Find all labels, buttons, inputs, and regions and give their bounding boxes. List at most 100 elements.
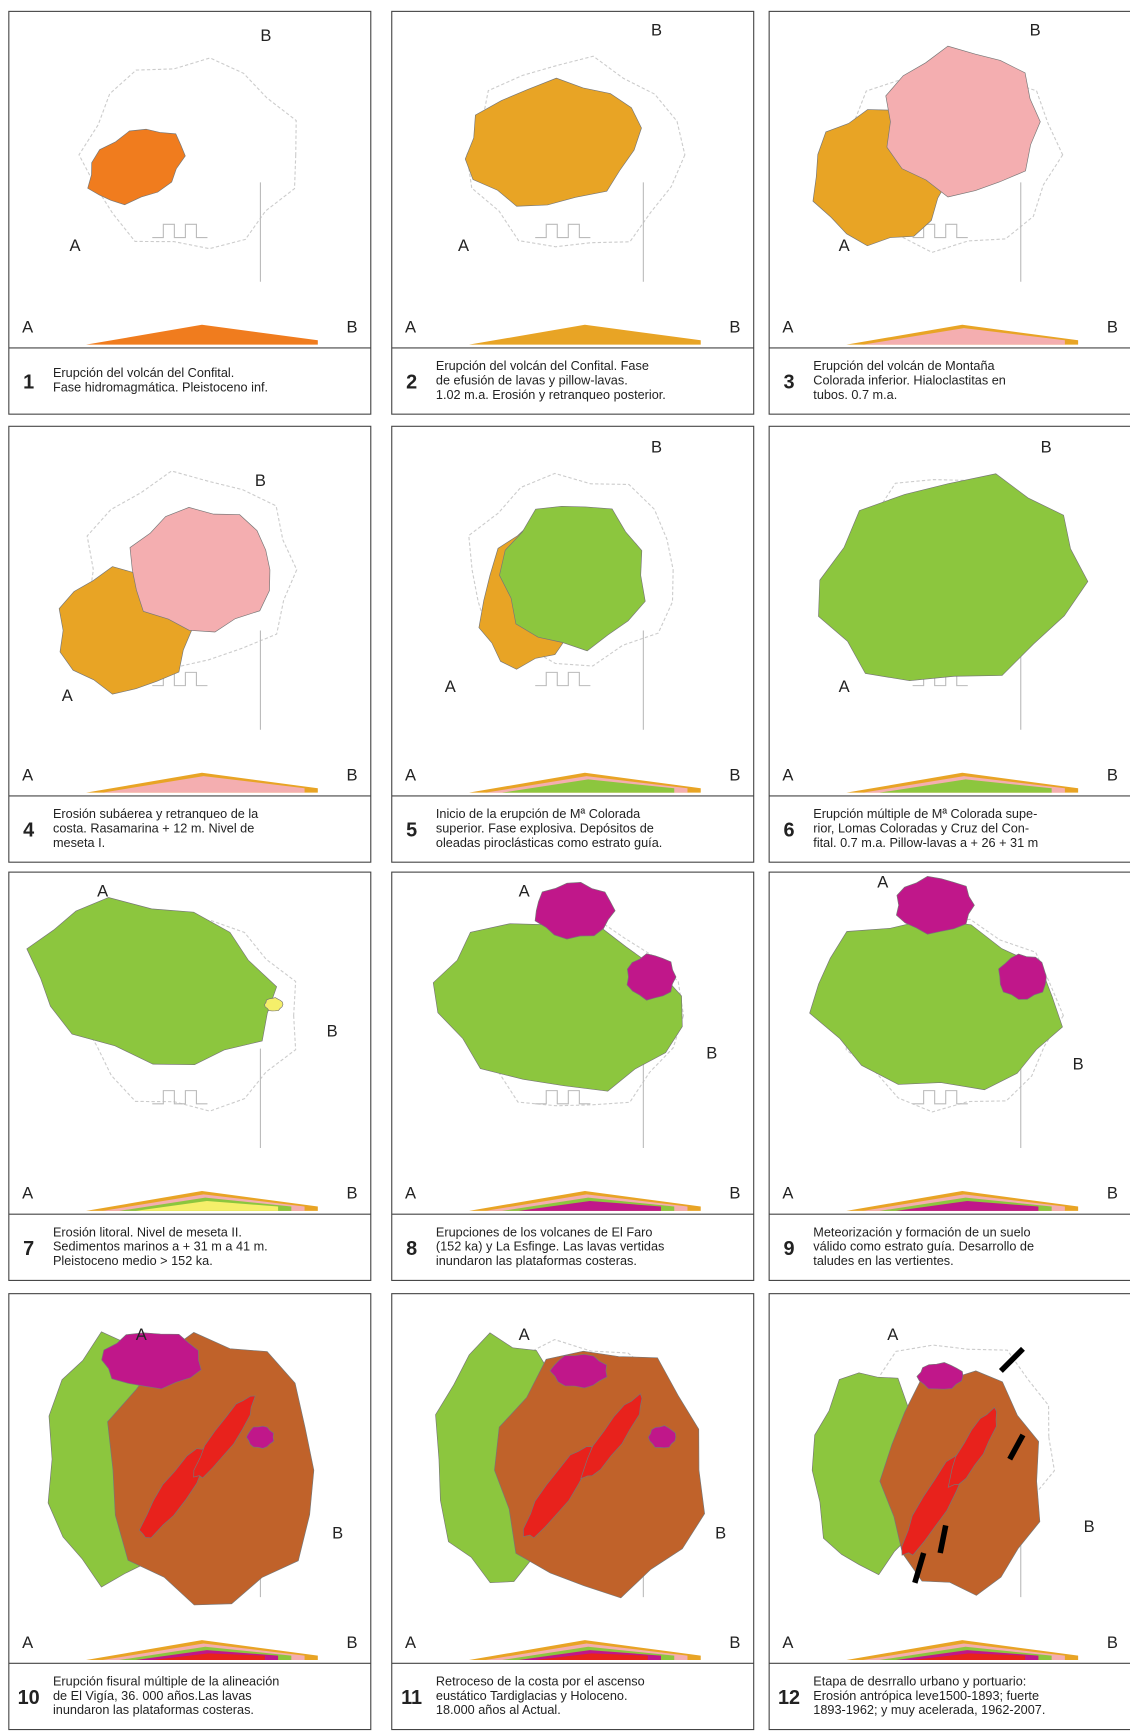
section-label-b: B xyxy=(1107,1184,1118,1203)
caption-line: Erosión antrópica leve1500-1893; fuerte xyxy=(813,1689,1039,1703)
caption-line: Erupción fisural múltiple de la alineaci… xyxy=(53,1674,279,1688)
map-label-a: A xyxy=(839,677,850,696)
map-label-a: A xyxy=(70,236,81,255)
caption-line: eustático Tardiglacias y Holoceno. xyxy=(436,1689,628,1703)
map-label-a: A xyxy=(839,236,850,255)
caption-line: Erupciones de los volcanes de El Faro xyxy=(436,1225,653,1239)
caption-line: Erosión subáerea y retranqueo de la xyxy=(53,807,259,821)
caption-line: 18.000 años al Actual. xyxy=(436,1703,561,1717)
section-label-b: B xyxy=(729,765,740,784)
section-label-a: A xyxy=(782,317,793,336)
map-label-a: A xyxy=(97,881,108,900)
section-label-a: A xyxy=(405,317,416,336)
caption-line: Inicio de la erupción de Mª Colorada xyxy=(436,807,641,821)
panel-number: 1 xyxy=(23,372,34,394)
caption-line: meseta I. xyxy=(53,836,105,850)
caption-line: 1.02 m.a. Erosión y retranqueo posterior… xyxy=(436,388,666,402)
panel-frame xyxy=(392,11,754,414)
panel-number: 6 xyxy=(783,820,794,842)
panel-number: 10 xyxy=(18,1687,40,1709)
caption-line: costa. Rasamarina + 12 m. Nivel de xyxy=(53,821,254,835)
section-label-b: B xyxy=(347,765,358,784)
panel-number: 7 xyxy=(23,1238,34,1260)
map-label-a: A xyxy=(877,873,888,892)
caption-line: Pleistoceno medio > 152 ka. xyxy=(53,1254,213,1268)
caption-line: (152 ka) y La Esfinge. Las lavas vertida… xyxy=(436,1240,665,1254)
panel-number: 3 xyxy=(783,372,794,394)
caption-line: inundaron las plataformas costeras. xyxy=(436,1254,637,1268)
caption-line: Erupción del volcán del Confital. xyxy=(53,366,234,380)
caption-line: Retroceso de la costa por el ascenso xyxy=(436,1674,645,1688)
map-label-a: A xyxy=(62,686,73,705)
map-label-b: B xyxy=(1030,21,1041,40)
caption-line: fital. 0.7 m.a. Pillow-lavas a + 26 + 31… xyxy=(813,836,1038,850)
map-label-a: A xyxy=(136,1325,147,1344)
map-label-b: B xyxy=(651,21,662,40)
map-label-a: A xyxy=(887,1325,898,1344)
figure: ABAB1Erupción del volcán del Confital.Fa… xyxy=(0,0,1130,1731)
caption-line: de efusión de lavas y pillow-lavas. xyxy=(436,373,628,387)
map-label-b: B xyxy=(715,1524,726,1543)
panel: A B A B 7 Erosión litoral. Nivel de meseta II… xyxy=(9,872,371,1280)
panel-number: 5 xyxy=(406,820,417,842)
section-label-a: A xyxy=(405,1633,416,1652)
map-label-a: A xyxy=(519,881,530,900)
panel: ABAB6Erupción múltiple de Mª Colorada su… xyxy=(769,426,1130,862)
map-label-b: B xyxy=(651,438,662,457)
section-label-a: A xyxy=(782,1184,793,1203)
caption-line: válido como estrato guía. Desarrollo de xyxy=(813,1240,1034,1254)
section-label-a: A xyxy=(782,1633,793,1652)
panel-number: 11 xyxy=(401,1687,422,1709)
caption-line: Meteorización y formación de un suelo xyxy=(813,1225,1030,1239)
section-label-b: B xyxy=(1107,1633,1118,1652)
panel-number: 8 xyxy=(406,1238,417,1260)
section-label-b: B xyxy=(347,317,358,336)
map-label-b: B xyxy=(1084,1517,1095,1536)
caption-line: Erupción del volcán del Confital. Fase xyxy=(436,359,649,373)
panel-number: 9 xyxy=(783,1238,794,1260)
map-label-b: B xyxy=(327,1022,338,1041)
caption-line: Etapa de desrrallo urbano y portuario: xyxy=(813,1674,1026,1688)
section-label-b: B xyxy=(347,1633,358,1652)
caption-line: tubos. 0.7 m.a. xyxy=(813,388,897,402)
panel-number: 4 xyxy=(23,820,34,842)
section-label-b: B xyxy=(729,317,740,336)
section-label-a: A xyxy=(22,1184,33,1203)
caption-line: Erosión litoral. Nivel de meseta II. xyxy=(53,1225,242,1239)
panel: A B A B 3 Erupción del volcán de MontañaColor… xyxy=(769,11,1130,414)
map-label-b: B xyxy=(332,1524,343,1543)
caption-line: oleadas piroclásticas como estrato guía. xyxy=(436,836,662,850)
caption-line: Sedimentos marinos a + 31 m a 41 m. xyxy=(53,1240,268,1254)
caption-line: Erupción del volcán de Montaña xyxy=(813,359,995,373)
section-label-b: B xyxy=(1107,765,1118,784)
section-label-a: A xyxy=(22,317,33,336)
section-label-a: A xyxy=(405,1184,416,1203)
panel: A B A B 2 Erupción del volcán del Confital. F… xyxy=(392,11,754,414)
caption-line: inundaron las plataformas costeras. xyxy=(53,1703,254,1717)
caption-line: Colorada inferior. Hialoclastitas en xyxy=(813,373,1006,387)
map-label-b: B xyxy=(706,1044,717,1063)
map-label-a: A xyxy=(458,236,469,255)
panel: A B A B 11 Retroceso de la costa por el ascen… xyxy=(392,1294,754,1730)
caption-line: 1893-1962; y muy acelerada, 1962-2007. xyxy=(813,1703,1045,1717)
section-label-b: B xyxy=(729,1184,740,1203)
caption-line: superior. Fase explosiva. Depósitos de xyxy=(436,821,654,835)
section-label-b: B xyxy=(729,1633,740,1652)
caption-line: taludes en las vertientes. xyxy=(813,1254,953,1268)
section-label-b: B xyxy=(347,1184,358,1203)
panel-frame xyxy=(9,11,371,414)
map-label-b: B xyxy=(260,26,271,45)
map-label-a: A xyxy=(519,1325,530,1344)
panel-number: 2 xyxy=(406,372,417,394)
caption-line: rior, Lomas Coloradas y Cruz del Con- xyxy=(813,821,1029,835)
panel: ABAB4Erosión subáerea y retranqueo de la… xyxy=(9,426,371,862)
caption-line: de El Vigía, 36. 000 años.Las lavas xyxy=(53,1689,252,1703)
map-label-b: B xyxy=(255,471,266,490)
section-label-b: B xyxy=(1107,317,1118,336)
caption-line: Erupción múltiple de Mª Colorada supe- xyxy=(813,807,1037,821)
